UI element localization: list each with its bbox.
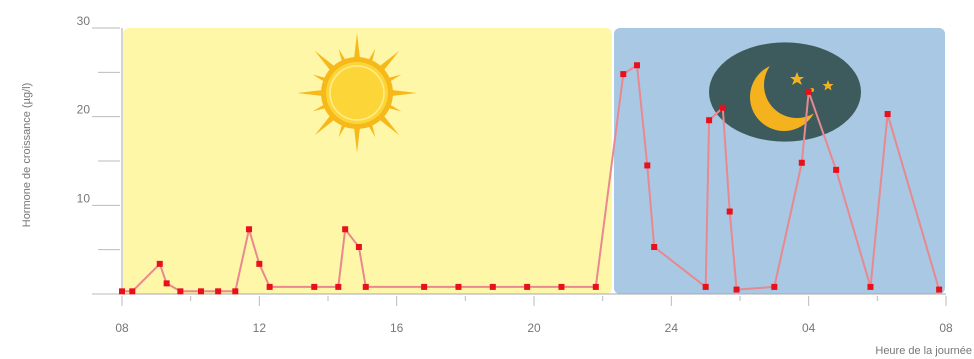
data-point xyxy=(256,260,263,267)
data-point xyxy=(558,283,565,290)
data-point xyxy=(805,88,812,95)
x-tick-label: 12 xyxy=(253,321,267,335)
data-point xyxy=(771,283,778,290)
data-point xyxy=(702,283,709,290)
x-tick-label: 08 xyxy=(115,321,129,335)
data-point xyxy=(733,286,740,293)
night-region xyxy=(613,28,945,294)
axes xyxy=(92,27,947,306)
data-point xyxy=(867,283,874,290)
data-point xyxy=(651,244,658,251)
data-point xyxy=(489,283,496,290)
x-tick-label: 20 xyxy=(527,321,541,335)
data-point xyxy=(355,244,362,251)
data-point xyxy=(936,286,943,293)
data-point xyxy=(634,62,640,69)
series-layer xyxy=(119,62,943,295)
sun-icon xyxy=(297,33,417,153)
data-point xyxy=(726,208,733,215)
x-axis-title: Heure de la journée xyxy=(875,345,972,357)
data-point xyxy=(342,226,349,233)
data-point xyxy=(884,111,891,118)
data-point xyxy=(119,288,125,295)
data-point xyxy=(592,283,599,290)
data-point xyxy=(177,288,184,295)
x-tick-label: 04 xyxy=(802,321,816,335)
data-point xyxy=(620,71,627,78)
y-tick-label: 20 xyxy=(77,103,91,117)
data-point xyxy=(833,166,840,173)
data-point xyxy=(644,162,651,169)
data-point xyxy=(455,283,462,290)
data-point xyxy=(129,288,136,295)
x-tick-label: 24 xyxy=(665,321,679,335)
data-point xyxy=(706,117,713,124)
background-regions xyxy=(123,28,945,294)
data-point xyxy=(311,283,318,290)
y-axis-title: Hormone de croissance (µg/l) xyxy=(21,83,33,228)
data-point xyxy=(362,283,369,290)
data-point xyxy=(798,159,805,166)
data-point xyxy=(232,288,239,295)
data-point xyxy=(215,288,222,295)
day-region xyxy=(123,28,612,294)
data-point xyxy=(266,283,273,290)
y-tick-label: 10 xyxy=(77,191,91,205)
x-tick-label: 16 xyxy=(390,321,404,335)
data-point xyxy=(197,288,204,295)
y-tick-label: 30 xyxy=(77,14,91,28)
data-point xyxy=(246,226,253,233)
moon-icon xyxy=(709,42,861,142)
data-point xyxy=(163,280,170,287)
data-point xyxy=(421,283,428,290)
data-point xyxy=(156,260,163,267)
tick-labels: 10 20 30 08 12 16 20 24 04 08 xyxy=(77,14,953,335)
data-point xyxy=(524,283,531,290)
x-tick-label: 08 xyxy=(939,321,953,335)
data-point xyxy=(719,104,726,111)
data-point xyxy=(335,283,342,290)
